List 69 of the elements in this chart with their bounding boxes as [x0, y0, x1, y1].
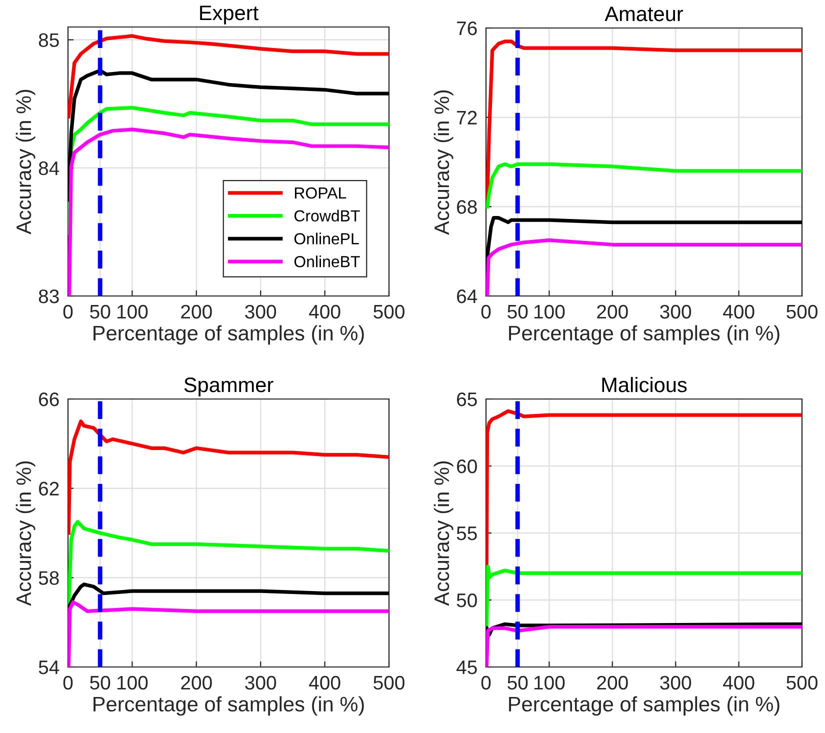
- x-tick-label: 400: [309, 676, 340, 690]
- x-tick-label: 400: [723, 304, 754, 319]
- line-series: [68, 34, 389, 118]
- legend-label: CrowdBT: [294, 210, 360, 222]
- x-tick-label: 0: [481, 304, 491, 319]
- y-tick-label: 55: [456, 526, 477, 540]
- line-series: [486, 409, 802, 568]
- x-axis-title: Percentage of samples (in %): [509, 696, 780, 716]
- x-tick-label: 200: [597, 676, 628, 690]
- y-tick-label: 68: [457, 200, 477, 214]
- line-series: [68, 520, 389, 609]
- x-tick-label: 0: [63, 304, 73, 319]
- y-tick-label: 83: [38, 289, 59, 304]
- x-axis-title: Percentage of samples (in %): [94, 325, 364, 345]
- y-tick-label: 58: [38, 571, 59, 585]
- x-axis-title: Percentage of samples (in %): [509, 325, 780, 345]
- x-tick-label: 0: [63, 676, 73, 690]
- y-tick-label: 50: [456, 593, 477, 608]
- y-axis-title: Accuracy (in %): [16, 90, 36, 234]
- x-tick-label: 50: [508, 304, 528, 319]
- chart-title: Amateur: [604, 6, 684, 22]
- x-tick-label: 100: [117, 304, 148, 319]
- chart-title: Malicious: [602, 376, 687, 392]
- chart-title: Expert: [200, 6, 258, 24]
- y-axis-title: Accuracy (in %): [16, 461, 36, 606]
- y-tick-label: 66: [39, 392, 59, 406]
- x-tick-label: 400: [309, 304, 340, 319]
- line-series: [486, 564, 802, 629]
- x-tick-label: 50: [90, 676, 110, 690]
- x-tick-label: 0: [481, 676, 491, 690]
- line-series: [68, 582, 389, 609]
- x-tick-label: 200: [181, 676, 212, 690]
- y-tick-label: 72: [457, 110, 477, 124]
- chart-title: Spammer: [184, 378, 274, 396]
- x-tick-label: 200: [181, 304, 212, 319]
- x-tick-label: 300: [245, 676, 276, 690]
- x-tick-label: 400: [723, 676, 754, 690]
- line-series: [68, 68, 389, 202]
- x-tick-label: 500: [374, 676, 404, 690]
- y-axis-title: Accuracy (in %): [434, 461, 454, 606]
- y-tick-label: 85: [38, 33, 59, 48]
- x-tick-label: 100: [117, 676, 148, 690]
- line-series: [68, 420, 389, 535]
- line-series: [486, 162, 802, 208]
- x-tick-label: 50: [90, 304, 110, 319]
- y-tick-label: 84: [38, 161, 60, 176]
- y-axis-title: Accuracy (in %): [434, 90, 454, 235]
- x-tick-label: 200: [597, 304, 628, 319]
- y-tick-label: 54: [38, 660, 60, 674]
- y-tick-label: 45: [456, 660, 477, 674]
- x-tick-label: 300: [245, 304, 276, 319]
- x-tick-label: 300: [660, 304, 692, 319]
- x-tick-label: 100: [534, 304, 565, 319]
- x-tick-label: 500: [786, 676, 818, 690]
- y-tick-label: 64: [457, 289, 478, 304]
- line-series: [486, 40, 802, 202]
- legend-label: OnlinePL: [294, 232, 359, 244]
- legend-label: ROPAL: [294, 187, 346, 199]
- y-tick-label: 65: [457, 392, 477, 406]
- legend-label: OnlineBT: [294, 256, 360, 268]
- x-axis-title: Percentage of samples (in %): [94, 696, 364, 716]
- x-tick-label: 300: [660, 676, 692, 690]
- x-tick-label: 500: [374, 304, 404, 319]
- x-tick-label: 500: [786, 304, 818, 319]
- y-tick-label: 76: [457, 21, 477, 36]
- x-tick-label: 50: [508, 676, 528, 690]
- y-tick-label: 62: [39, 482, 59, 496]
- x-tick-label: 100: [534, 676, 565, 690]
- y-tick-label: 60: [457, 459, 477, 474]
